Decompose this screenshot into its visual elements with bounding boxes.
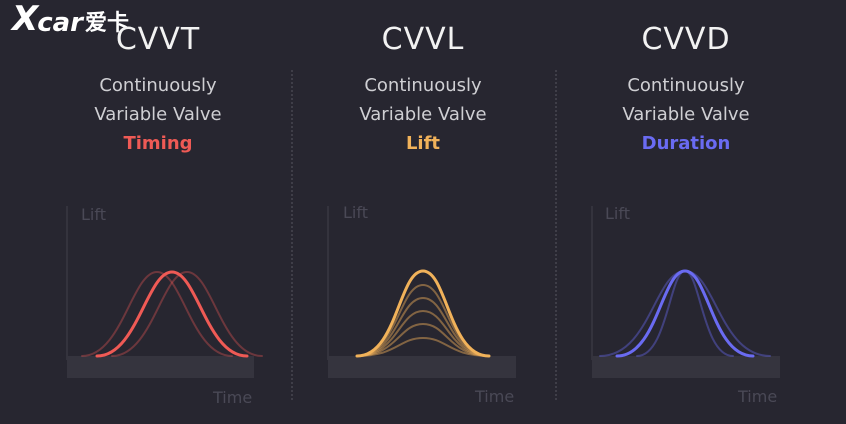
y-axis-label: Lift [343, 203, 368, 222]
panel-line-2: Variable Valve [94, 104, 222, 125]
logo-chinese: 爱卡 [85, 11, 130, 36]
panel-highlight: Timing [123, 133, 193, 154]
timing-curve-advanced [81, 270, 233, 357]
panel-highlight: Duration [641, 133, 731, 154]
logo-car: car [37, 8, 83, 38]
x-axis-label: Time [212, 388, 252, 407]
panel-line-2: Variable Valve [359, 104, 487, 125]
panel-title: CVVL [381, 22, 465, 57]
lift-curve-3 [356, 309, 490, 357]
divider-right [555, 70, 557, 400]
duration-curve-long [599, 269, 771, 357]
panel-line-2: Variable Valve [622, 104, 750, 125]
panel-cvvl: CVVL Continuously Variable Valve Lift Li… [292, 0, 554, 424]
duration-graph: Lift Time [591, 204, 780, 406]
logo-x: X [12, 0, 38, 39]
lift-graph: Lift Time [327, 203, 516, 406]
panel-line-1: Continuously [627, 75, 745, 96]
x-axis-label: Time [474, 387, 514, 406]
panel-title: CVVT [115, 22, 201, 57]
lift-curve-4 [356, 296, 490, 357]
panel-line-1: Continuously [364, 75, 482, 96]
y-axis-label: Lift [605, 204, 630, 223]
panel-cvvt: CVVT Continuously Variable Valve Timing … [27, 0, 289, 424]
duration-curve-short [636, 269, 734, 357]
panel-line-1: Continuously [99, 75, 217, 96]
timing-curve-main [95, 270, 249, 358]
panel-highlight: Lift [405, 133, 441, 154]
lift-curve-5 [356, 283, 490, 357]
baseline-band [67, 356, 254, 378]
timing-graph: Lift Time [66, 205, 263, 407]
lift-curve-1 [356, 336, 490, 357]
divider-left [291, 70, 293, 400]
baseline-band [328, 356, 516, 378]
panel-cvvd: CVVD Continuously Variable Valve Duratio… [555, 0, 817, 424]
lift-curve-2 [356, 322, 490, 357]
lift-curve-main [355, 269, 491, 358]
baseline-band [592, 356, 780, 378]
duration-curve-main [615, 269, 755, 358]
x-axis-label: Time [737, 387, 777, 406]
panel-title: CVVD [641, 22, 731, 57]
timing-curve-retarded [111, 270, 263, 357]
xcar-logo: X car 爱卡 [12, 2, 129, 36]
y-axis-label: Lift [81, 205, 106, 224]
